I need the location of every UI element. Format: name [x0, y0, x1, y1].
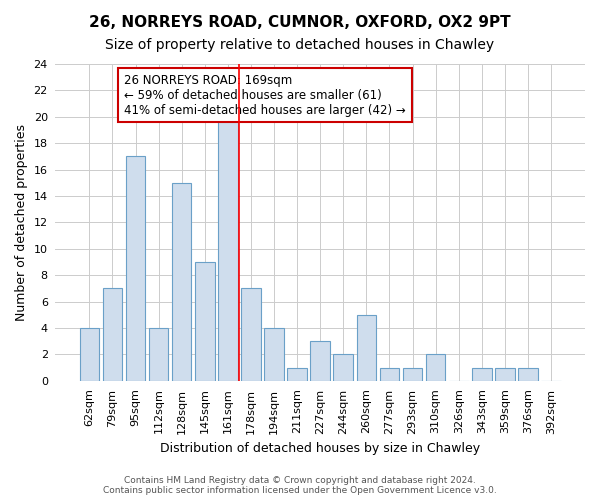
Bar — [380, 368, 400, 381]
Bar — [356, 315, 376, 381]
Bar — [241, 288, 261, 381]
Bar — [518, 368, 538, 381]
Y-axis label: Number of detached properties: Number of detached properties — [15, 124, 28, 321]
Bar — [195, 262, 215, 381]
Text: Contains HM Land Registry data © Crown copyright and database right 2024.
Contai: Contains HM Land Registry data © Crown c… — [103, 476, 497, 495]
Bar — [149, 328, 169, 381]
Text: 26 NORREYS ROAD: 169sqm
← 59% of detached houses are smaller (61)
41% of semi-de: 26 NORREYS ROAD: 169sqm ← 59% of detache… — [124, 74, 406, 116]
Bar — [218, 117, 238, 381]
X-axis label: Distribution of detached houses by size in Chawley: Distribution of detached houses by size … — [160, 442, 480, 455]
Bar — [103, 288, 122, 381]
Bar — [472, 368, 491, 381]
Bar — [403, 368, 422, 381]
Bar — [495, 368, 515, 381]
Text: 26, NORREYS ROAD, CUMNOR, OXFORD, OX2 9PT: 26, NORREYS ROAD, CUMNOR, OXFORD, OX2 9P… — [89, 15, 511, 30]
Bar — [310, 342, 330, 381]
Bar — [264, 328, 284, 381]
Bar — [172, 183, 191, 381]
Bar — [287, 368, 307, 381]
Text: Size of property relative to detached houses in Chawley: Size of property relative to detached ho… — [106, 38, 494, 52]
Bar — [125, 156, 145, 381]
Bar — [80, 328, 99, 381]
Bar — [334, 354, 353, 381]
Bar — [426, 354, 445, 381]
